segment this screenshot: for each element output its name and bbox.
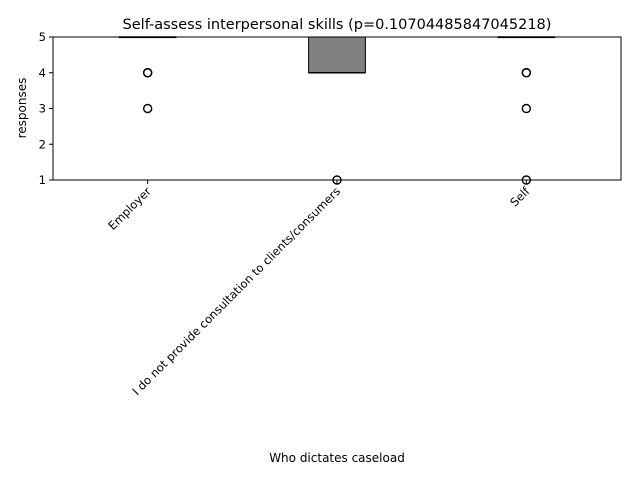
box-group [308, 36, 366, 185]
box-group [497, 36, 556, 185]
x-tick-label: Employer [105, 184, 154, 233]
y-tick-label: 1 [39, 173, 46, 187]
flier-point [142, 68, 153, 78]
y-tick-label: 3 [39, 102, 46, 116]
chart-title: Self-assess interpersonal skills (p=0.10… [123, 17, 552, 33]
flier-point [142, 103, 153, 114]
flier-point [521, 68, 532, 78]
y-tick-label: 5 [39, 30, 46, 44]
x-axis-label: Who dictates caseload [269, 451, 405, 465]
y-tick-label: 4 [39, 66, 46, 80]
y-tick-label: 2 [39, 137, 46, 151]
box-group [118, 36, 177, 114]
x-tick-label: I do not provide consultation to clients… [129, 184, 343, 398]
flier-point [521, 103, 532, 114]
x-tick-label: Self [507, 184, 533, 210]
y-axis-label: responses [15, 78, 29, 139]
box-rect [308, 36, 366, 74]
plot-area [118, 36, 556, 185]
